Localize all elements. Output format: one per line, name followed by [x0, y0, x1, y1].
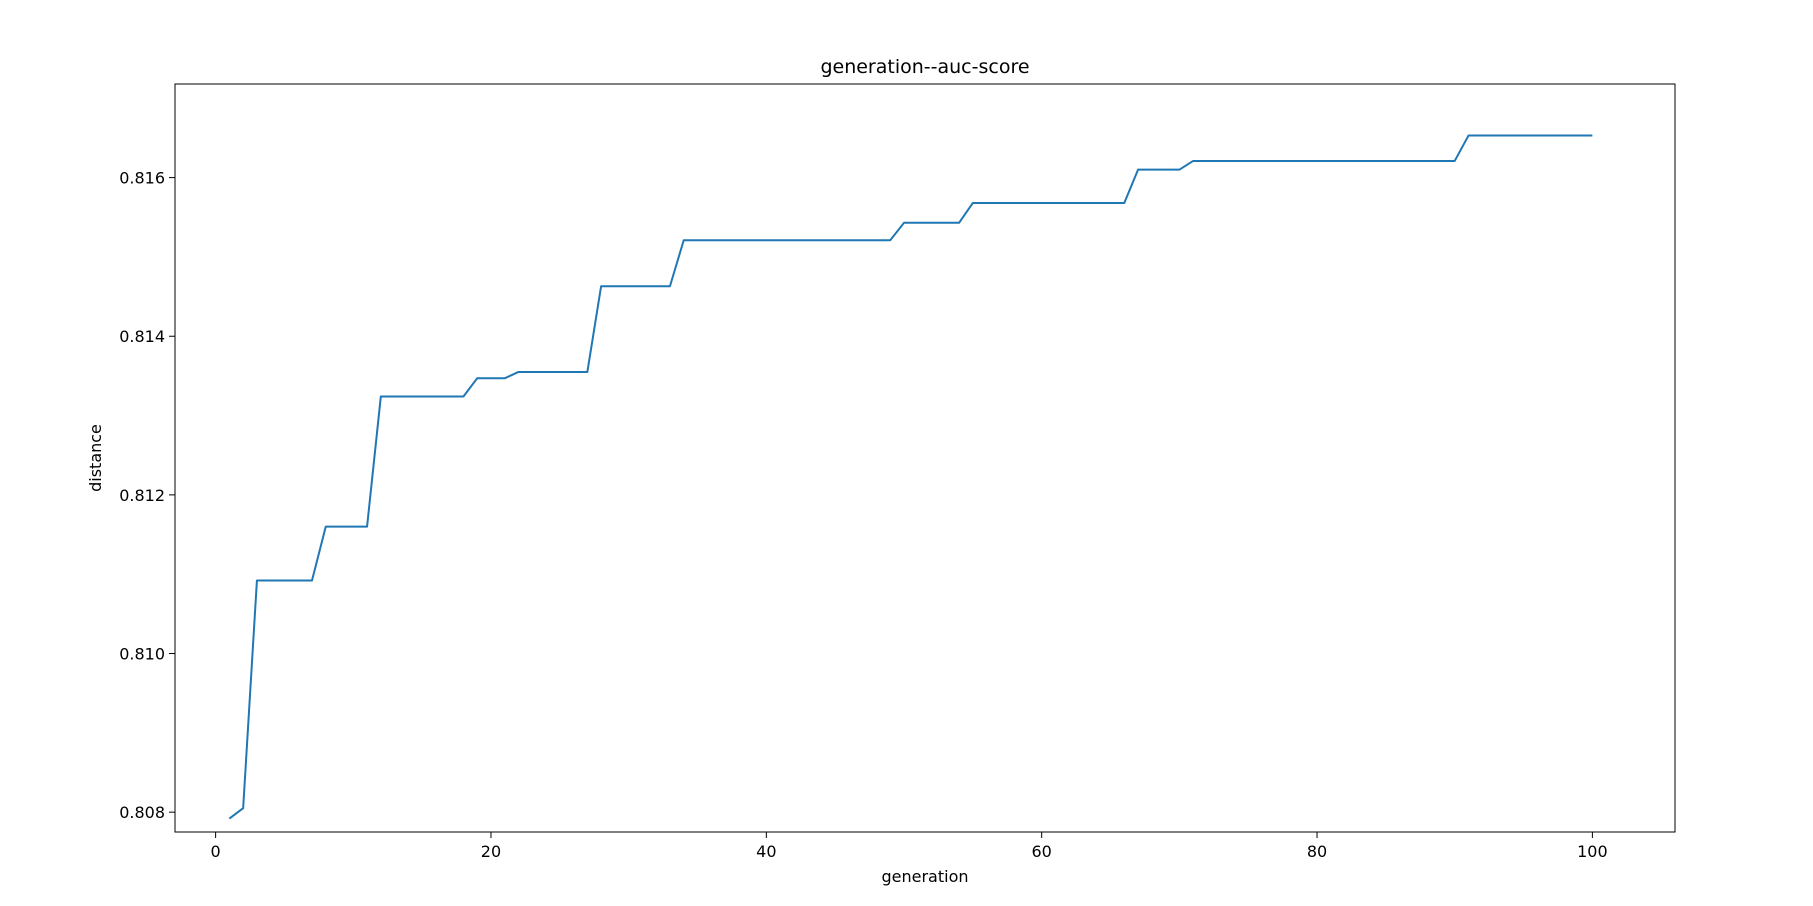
- series-line: [228, 134, 1593, 820]
- chart-title: generation--auc-score: [820, 56, 1029, 78]
- plot-frame: [174, 83, 1676, 833]
- series-layer: [228, 134, 1593, 820]
- x-axis-ticks: 0 20 40 60 80 100: [211, 832, 1608, 861]
- x-axis-label: generation: [881, 867, 968, 886]
- y-axis-label: distance: [86, 424, 105, 492]
- x-tick-label: 20: [481, 842, 501, 861]
- y-tick-label: 0.814: [119, 327, 165, 346]
- y-tick-label: 0.808: [119, 803, 165, 822]
- x-tick-label: 100: [1577, 842, 1608, 861]
- x-tick-label: 40: [756, 842, 776, 861]
- y-tick-label: 0.816: [119, 169, 165, 188]
- x-tick-label: 0: [211, 842, 221, 861]
- y-tick-label: 0.810: [119, 645, 165, 664]
- x-tick-label: 60: [1032, 842, 1052, 861]
- x-tick-label: 80: [1307, 842, 1327, 861]
- y-tick-label: 0.812: [119, 486, 165, 505]
- y-axis-ticks: 0.808 0.810 0.812 0.814 0.816: [119, 169, 175, 822]
